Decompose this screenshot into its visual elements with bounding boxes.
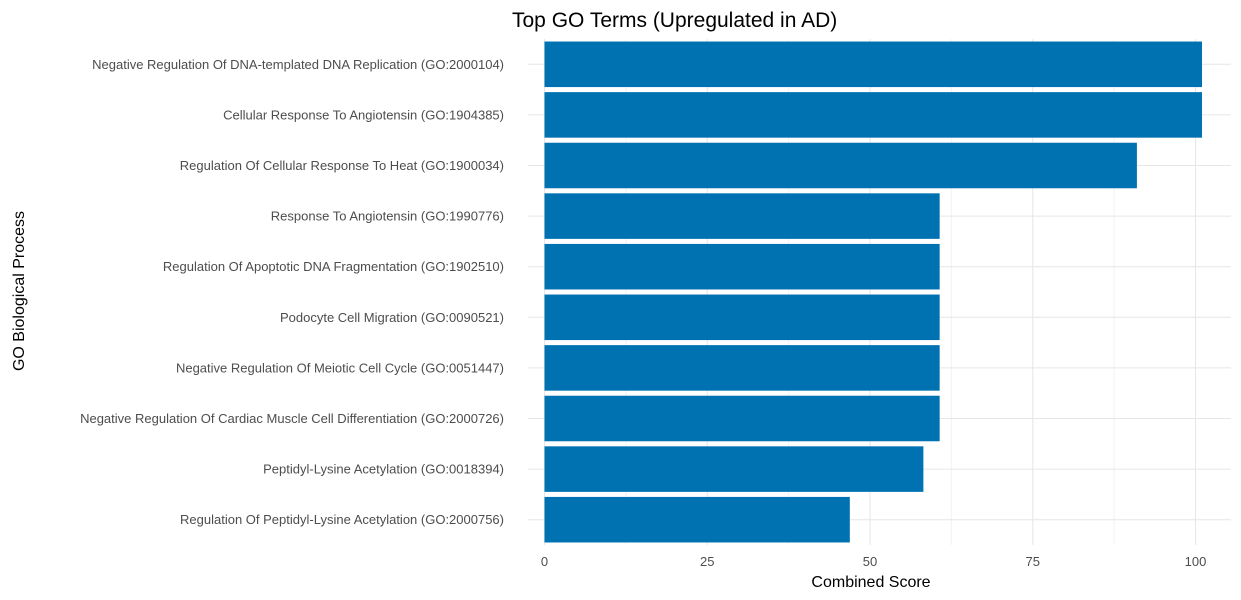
bar <box>544 41 1203 88</box>
x-tick-label: 75 <box>1026 554 1040 569</box>
bar <box>544 345 940 391</box>
y-tick-label: Cellular Response To Angiotensin (GO:190… <box>223 107 504 122</box>
x-tick-label: 50 <box>863 554 877 569</box>
y-tick-label: Regulation Of Apoptotic DNA Fragmentatio… <box>163 259 504 274</box>
y-axis-title: GO Biological Process <box>11 211 28 371</box>
y-tick-label: Regulation Of Cellular Response To Heat … <box>180 158 504 173</box>
y-tick-labels: Negative Regulation Of DNA-templated DNA… <box>80 57 504 527</box>
y-tick-label: Regulation Of Peptidyl-Lysine Acetylatio… <box>180 512 504 527</box>
bar <box>544 496 850 543</box>
bar <box>544 243 940 290</box>
bar <box>544 395 940 442</box>
bar <box>544 92 1203 138</box>
bar <box>544 142 1137 189</box>
chart-title: Top GO Terms (Upregulated in AD) <box>512 9 837 32</box>
y-tick-label: Peptidyl-Lysine Acetylation (GO:0018394) <box>263 462 504 477</box>
x-axis-title: Combined Score <box>811 574 930 591</box>
bar <box>544 193 940 239</box>
x-tick-labels: 0 25 50 75 100 <box>541 554 1206 569</box>
bars <box>544 41 1203 543</box>
x-tick-label: 100 <box>1185 554 1207 569</box>
y-tick-label: Podocyte Cell Migration (GO:0090521) <box>280 310 504 325</box>
y-tick-label: Negative Regulation Of DNA-templated DNA… <box>92 57 504 72</box>
bar <box>544 294 940 341</box>
x-tick-label: 0 <box>541 554 548 569</box>
y-tick-label: Negative Regulation Of Meiotic Cell Cycl… <box>176 360 504 375</box>
y-tick-label: Response To Angiotensin (GO:1990776) <box>271 209 504 224</box>
x-tick-label: 25 <box>700 554 714 569</box>
y-tick-label: Negative Regulation Of Cardiac Muscle Ce… <box>80 411 504 426</box>
bar <box>544 446 924 492</box>
